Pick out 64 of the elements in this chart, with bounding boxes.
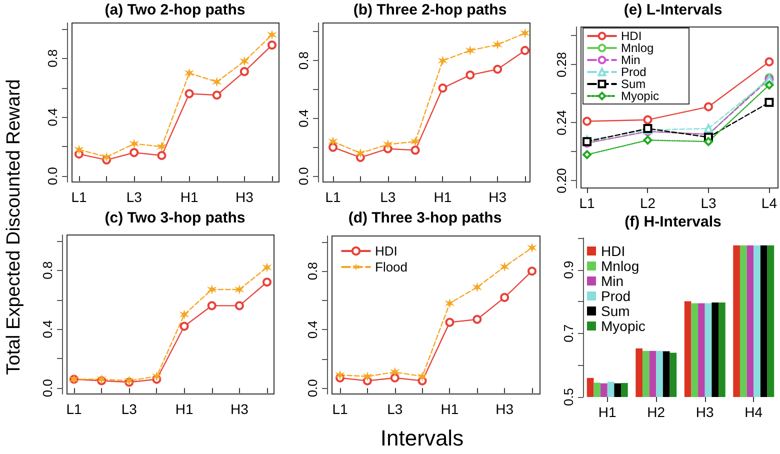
y-tick-label: 0.8 <box>296 52 311 70</box>
legend-label: Flood <box>375 260 408 274</box>
legend-label: Sum <box>621 77 646 91</box>
legend-label: Prod <box>621 65 646 79</box>
y-axis-title: Total Expected Discounted Reward <box>4 79 24 375</box>
x-tick-label: L1 <box>66 401 82 417</box>
y-tick-label: 0.7 <box>561 324 576 342</box>
y-tick-label: 0.20 <box>554 168 569 194</box>
x-tick-label: L1 <box>325 189 341 205</box>
x-tick-label: H1 <box>434 189 452 205</box>
legend-label: Prod <box>601 288 631 304</box>
x-tick-label: H1 <box>440 401 459 417</box>
chart-title: (f) H-Intervals <box>624 214 722 230</box>
x-tick-label: L1 <box>332 401 348 417</box>
x-tick-label: L1 <box>71 189 87 205</box>
y-tick-label: 0.4 <box>296 109 311 128</box>
x-tick-label: L1 <box>579 195 595 211</box>
y-tick-label: 0.0 <box>296 167 311 186</box>
chart-title: (e) L-Intervals <box>624 2 722 18</box>
legend-label: Sum <box>601 303 630 319</box>
y-tick-label: 0.9 <box>561 260 576 279</box>
x-tick-label: H2 <box>647 404 666 420</box>
x-tick-label: H1 <box>175 401 194 417</box>
y-tick-label: 0.4 <box>45 108 60 126</box>
x-tick-label: L4 <box>761 195 778 211</box>
x-tick-label: H1 <box>180 189 198 205</box>
legend-label: Myopic <box>621 89 660 103</box>
y-tick-label: 0.0 <box>40 379 55 398</box>
x-tick-label: L3 <box>126 189 142 205</box>
legend-label: Min <box>621 53 640 67</box>
legend-label: Min <box>601 273 624 289</box>
legend-label: Myopic <box>601 318 646 334</box>
legend-label: HDI <box>375 244 398 258</box>
x-tick-label: L2 <box>640 195 656 211</box>
y-tick-label: 0.8 <box>305 262 320 280</box>
x-tick-label: H4 <box>744 404 763 420</box>
chart-title: (a) Two 2-hop paths <box>104 2 246 18</box>
x-tick-label: L3 <box>700 195 716 211</box>
y-tick-label: 0.4 <box>305 320 320 339</box>
y-tick-label: 0.4 <box>40 320 55 338</box>
x-tick-label: H3 <box>230 401 249 417</box>
chart-title: (c) Two 3-hop paths <box>104 210 246 226</box>
x-tick-label: H3 <box>696 404 714 420</box>
y-tick-label: 0.24 <box>554 110 569 136</box>
y-tick-label: 0.0 <box>45 167 60 186</box>
chart-title: (b) Three 2-hop paths <box>353 2 507 18</box>
legend-label: Mnlog <box>601 258 640 274</box>
x-tick-label: L3 <box>121 401 138 417</box>
x-tick-label: H3 <box>488 189 507 205</box>
chart-title: (d) Three 3-hop paths <box>348 210 502 226</box>
y-tick-label: 0.28 <box>554 52 569 78</box>
x-tick-label: H3 <box>496 401 514 417</box>
y-tick-label: 0.5 <box>561 388 576 406</box>
x-axis-title: Intervals <box>380 426 464 450</box>
x-tick-label: L3 <box>387 401 403 417</box>
x-tick-label: H3 <box>235 189 254 205</box>
x-tick-label: H1 <box>598 404 617 420</box>
x-tick-label: L3 <box>380 189 396 205</box>
legend-label: HDI <box>621 29 642 43</box>
y-tick-label: 0.0 <box>305 379 320 398</box>
y-tick-label: 0.8 <box>45 49 60 68</box>
y-tick-label: 0.8 <box>40 261 55 280</box>
legend-label: Mnlog <box>621 41 654 55</box>
legend-label: HDI <box>601 243 626 259</box>
